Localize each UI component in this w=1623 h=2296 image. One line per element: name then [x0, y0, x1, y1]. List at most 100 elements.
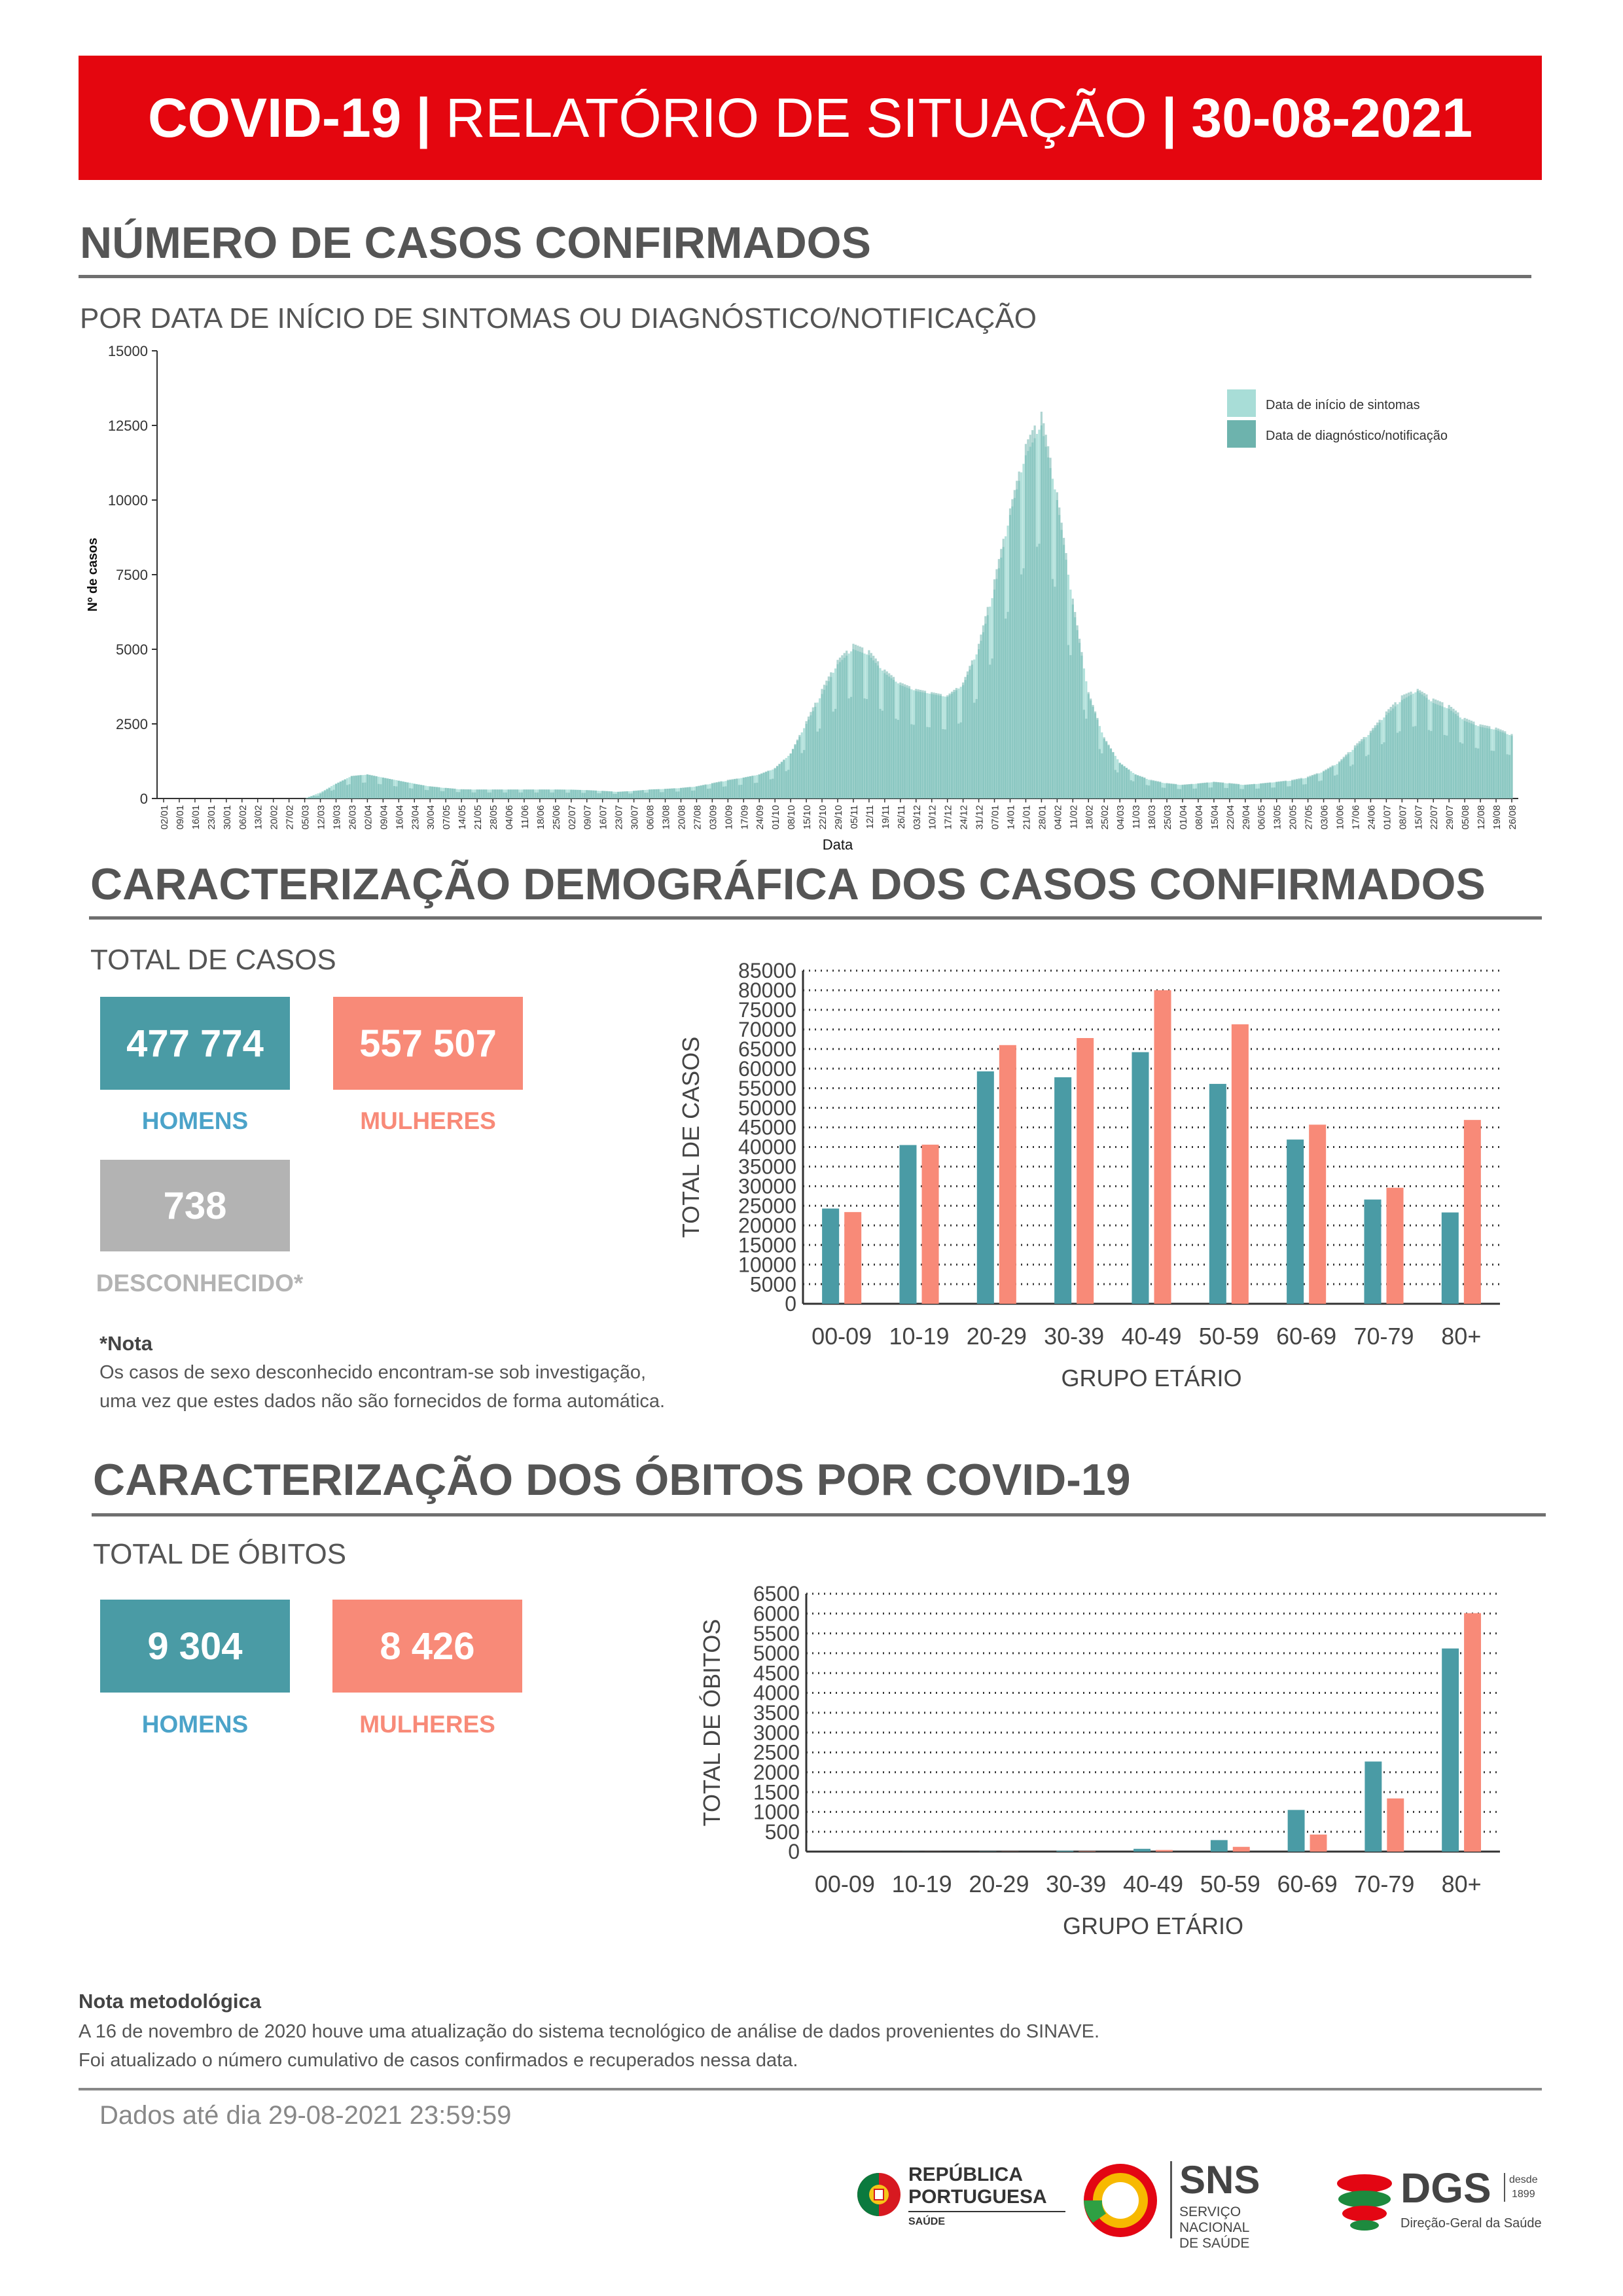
x-axis-title: GRUPO ETÁRIO	[1063, 1912, 1243, 1939]
daily-bar	[1020, 574, 1023, 798]
daily-bar	[897, 719, 899, 798]
x-tick-label: 09/07	[582, 805, 594, 830]
daily-bar	[619, 791, 622, 798]
daily-bar	[825, 680, 828, 798]
daily-bar	[577, 789, 579, 798]
daily-bar	[1405, 693, 1408, 798]
daily-bar	[431, 786, 434, 798]
daily-bar	[1007, 611, 1009, 798]
daily-bar	[523, 789, 526, 798]
daily-bar	[1394, 702, 1397, 798]
daily-bar	[422, 785, 425, 798]
x-tick-label: 28/05	[488, 805, 499, 830]
bar-men-40-49	[1133, 1848, 1150, 1852]
daily-bar	[1490, 750, 1493, 798]
daily-bar	[1454, 710, 1457, 798]
daily-bar	[572, 789, 575, 798]
bar-men-20-29	[976, 1071, 994, 1304]
daily-bar	[480, 789, 483, 798]
legend: Data de início de sintomas Data de diagnó…	[1227, 389, 1448, 448]
banner-covid: COVID-19	[147, 86, 402, 149]
x-tick-label: 10-19	[889, 1323, 949, 1350]
daily-bar	[1387, 709, 1390, 798]
daily-bar	[1074, 612, 1077, 798]
daily-bar	[433, 786, 436, 798]
daily-bar	[556, 789, 559, 798]
x-tick-label: 16/01	[190, 805, 202, 830]
daily-bar	[1414, 726, 1417, 798]
daily-bar	[742, 777, 745, 798]
daily-bar	[1251, 783, 1253, 798]
daily-bar	[1145, 785, 1148, 798]
daily-bar	[491, 789, 494, 798]
section-demography-title: CARACTERIZAÇÃO DEMOGRÁFICA DOS CASOS CON…	[90, 859, 1486, 909]
logo-dgs-since: desde	[1509, 2174, 1538, 2185]
daily-bar	[1271, 787, 1274, 798]
daily-bar	[1479, 724, 1482, 798]
x-tick-label: 20/05	[1288, 805, 1299, 830]
daily-bar	[1058, 507, 1061, 798]
x-tick-label: 18/06	[535, 805, 546, 830]
banner-date: 30-08-2021	[1191, 86, 1473, 149]
daily-bar	[346, 785, 349, 798]
daily-bar	[393, 786, 396, 798]
daily-bar	[1488, 726, 1491, 798]
daily-bar	[1425, 694, 1428, 798]
daily-bar	[1047, 446, 1050, 798]
daily-bar	[1364, 756, 1368, 798]
daily-bar	[917, 689, 919, 798]
daily-bar	[959, 722, 962, 798]
daily-bar	[334, 783, 338, 798]
x-tick-label: 70-79	[1354, 1871, 1414, 1897]
daily-bar	[1260, 783, 1262, 798]
daily-bar	[384, 778, 387, 798]
daily-bar	[899, 682, 902, 798]
daily-bar	[870, 653, 872, 798]
daily-bar	[1130, 780, 1132, 798]
daily-bar	[419, 785, 423, 798]
deaths-by-age-chart: 0500100015002000250030003500400045005000…	[698, 1582, 1500, 1939]
daily-bar	[1136, 775, 1139, 798]
daily-bar	[1356, 743, 1359, 798]
daily-bar	[915, 689, 918, 798]
daily-bar	[487, 792, 490, 798]
republica-portuguesa-logo: REPÚBLICA PORTUGUESA SAÚDE	[856, 2160, 1072, 2238]
daily-bar	[1150, 780, 1152, 798]
daily-bar	[1208, 787, 1211, 798]
daily-bar	[1116, 772, 1119, 798]
daily-bar	[1240, 789, 1242, 798]
x-tick-label: 05/11	[849, 805, 860, 829]
daily-bar	[751, 776, 754, 798]
daily-bar	[1334, 775, 1336, 798]
methodology-line-1: A 16 de novembro de 2020 houve uma atual…	[79, 2021, 1100, 2042]
x-tick-label: 20-29	[967, 1323, 1027, 1350]
daily-bar	[449, 788, 452, 798]
daily-bar	[1468, 719, 1471, 798]
daily-bar	[350, 776, 353, 798]
total-deaths-label: TOTAL DE ÓBITOS	[93, 1538, 347, 1570]
daily-bar	[668, 788, 671, 798]
daily-bar	[800, 753, 803, 798]
daily-bar	[1013, 490, 1016, 798]
unknown-note-line-2: uma vez que estes dados não são fornecid…	[99, 1391, 666, 1412]
daily-bar	[416, 784, 418, 798]
bar-men-70-79	[1364, 1761, 1382, 1852]
daily-bar	[633, 791, 635, 798]
daily-bar	[397, 780, 400, 798]
y-axis-title: Nº de casos	[86, 538, 100, 612]
x-tick-label: 60-69	[1276, 1323, 1336, 1350]
bar-men-10-19	[899, 1145, 917, 1304]
daily-bar	[846, 651, 848, 798]
daily-bar	[543, 789, 546, 798]
daily-bar	[1233, 783, 1236, 798]
daily-bar	[1166, 783, 1168, 798]
daily-bar	[1005, 619, 1007, 798]
x-tick-label: 12/11	[865, 805, 876, 829]
x-tick-label: 10-19	[892, 1871, 952, 1897]
daily-bar	[1230, 783, 1233, 798]
daily-bar	[687, 787, 689, 798]
daily-bar	[679, 787, 683, 798]
daily-bar	[1436, 700, 1439, 798]
daily-bar	[541, 789, 543, 798]
daily-bar	[1419, 690, 1421, 798]
